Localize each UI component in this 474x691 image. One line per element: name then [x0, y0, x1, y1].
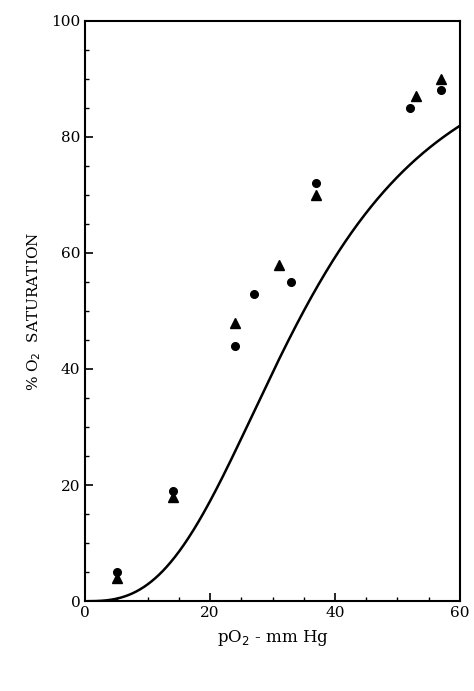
Y-axis label: % O$_2$  SATURATION: % O$_2$ SATURATION: [25, 231, 43, 390]
X-axis label: pO$_2$ - mm Hg: pO$_2$ - mm Hg: [217, 628, 328, 648]
